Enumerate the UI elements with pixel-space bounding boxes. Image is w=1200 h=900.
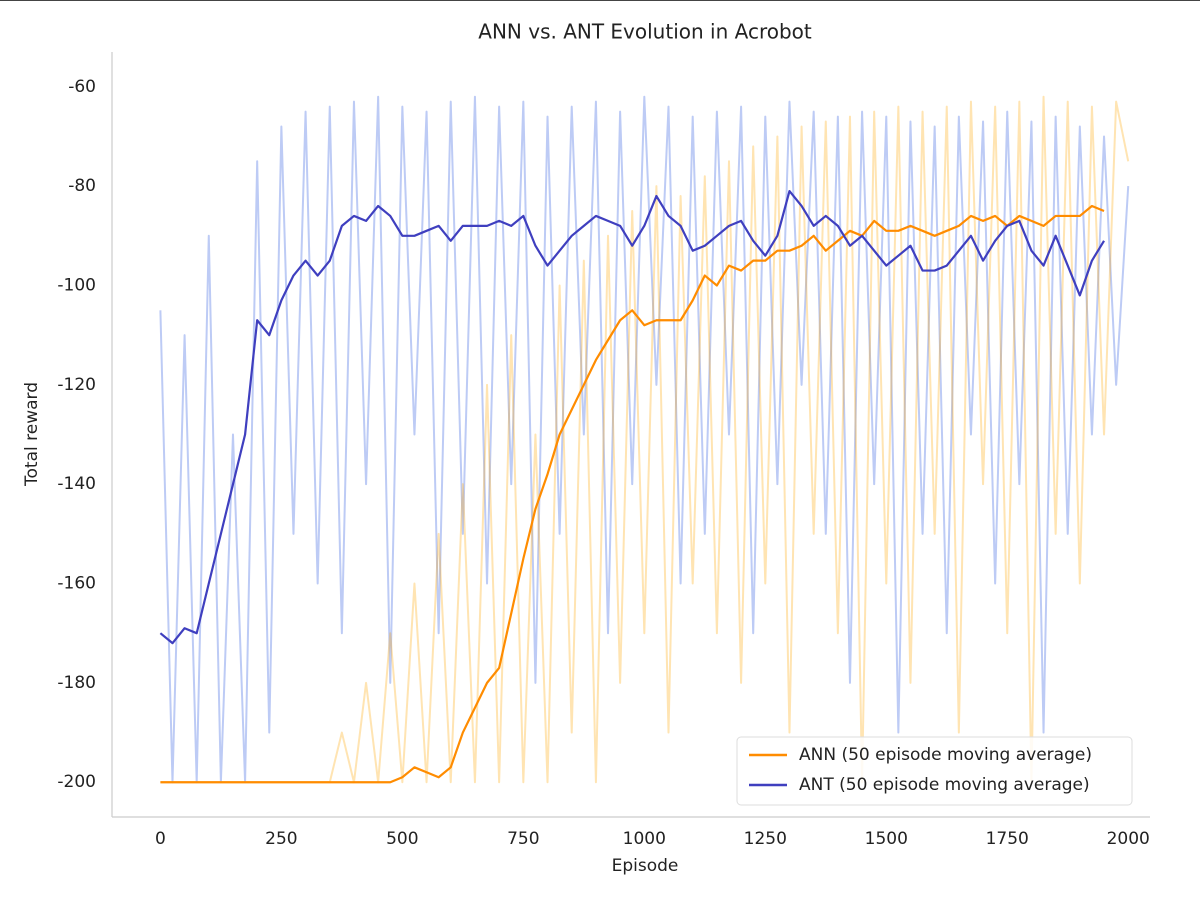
y-tick-label: -160 xyxy=(57,574,96,594)
raw-reward-line xyxy=(159,95,1130,784)
y-tick-label: -140 xyxy=(57,474,96,494)
x-tick-label: 1500 xyxy=(865,829,908,849)
x-axis-label: Episode xyxy=(612,856,679,876)
y-tick-label: -60 xyxy=(68,77,96,97)
x-tick-label: 1250 xyxy=(744,829,787,849)
x-tick-label: 250 xyxy=(265,829,297,849)
x-tick-label: 1750 xyxy=(986,829,1029,849)
x-tick-label: 2000 xyxy=(1107,829,1150,849)
y-tick-label: -80 xyxy=(68,176,96,196)
x-tick-label: 1000 xyxy=(623,829,666,849)
legend-label: ANN (50 episode moving average) xyxy=(799,745,1092,765)
x-tick-label: 750 xyxy=(507,829,539,849)
y-axis-label: Total reward xyxy=(22,382,42,487)
y-tick-label: -120 xyxy=(57,375,96,395)
moving-average-line xyxy=(159,189,1105,645)
chart-title: ANN vs. ANT Evolution in Acrobot xyxy=(478,20,812,44)
moving-average-line xyxy=(160,204,1105,784)
y-tick-label: -200 xyxy=(57,772,96,792)
x-tick-label: 500 xyxy=(386,829,418,849)
legend-box xyxy=(736,736,1133,806)
y-tick-label: -180 xyxy=(57,673,96,693)
legend-label: ANT (50 episode moving average) xyxy=(799,775,1090,795)
x-tick-label: 0 xyxy=(155,829,166,849)
y-tick-label: -100 xyxy=(57,275,96,295)
